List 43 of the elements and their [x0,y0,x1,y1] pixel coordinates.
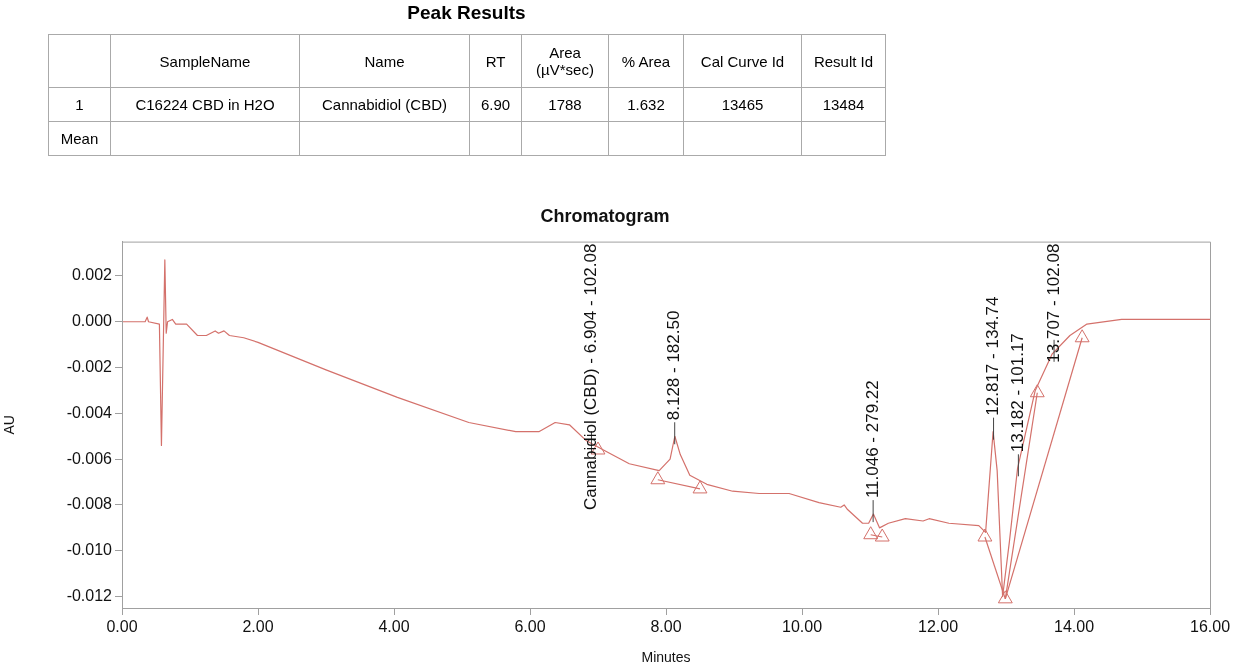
annotation: 8.128 - 182.50 [664,310,684,421]
category-label: Name [299,34,470,88]
x-tick-label: 6.00 [514,618,546,636]
y-tick-label: 0.002 [71,266,113,284]
x-tick-label: 4.00 [378,618,410,636]
x-tick-label: 10.00 [781,618,823,636]
category-label: Cal Curve Id [683,34,802,88]
annotation: 11.046 - 279.22 [862,380,882,499]
category-label: Mean [60,130,99,147]
annotation: 13.182 - 101.17 [1008,333,1028,453]
category-label: Result Id [801,34,886,88]
annotation: 13.707 - 102.08 [1043,243,1063,363]
x-tick-label: 2.00 [242,618,274,636]
y-tick-label: -0.006 [66,449,113,467]
y-tick-label: -0.012 [66,586,113,604]
x-tick-label: 12.00 [917,618,959,636]
x-tick-label: 16.00 [1189,618,1231,636]
category-label: % Area [608,34,684,88]
category-label: RT [469,34,522,88]
annotation: 12.817 - 134.74 [983,296,1003,416]
y-axis-title: AU [1,415,18,435]
text: 1788 [548,96,582,113]
y-tick-label: -0.010 [66,541,113,559]
annotation: Cannabidiol (CBD) - 6.904 - 102.08 [581,243,601,511]
category-label: SampleName [110,34,300,88]
text: C16224 CBD in H2O [135,96,275,113]
text: 6.90 [480,96,511,113]
y-tick-label: 0.000 [71,312,113,330]
y-tick-label: -0.002 [66,357,113,375]
text: Cannabidiol (CBD) [321,96,448,113]
y-tick-label: -0.004 [66,403,113,421]
x-tick-label: 14.00 [1053,618,1095,636]
text: Peak Results [406,1,527,25]
x-tick-label: 0.00 [106,618,138,636]
x-axis-title: Minutes [641,649,691,666]
x-tick-label: 8.00 [650,618,682,636]
text: 1.632 [627,96,665,113]
category-label: 1 [75,96,84,113]
text: 13465 [721,96,764,113]
y-tick-label: -0.008 [66,495,113,513]
text: 13484 [822,96,865,113]
category-label: Area (µV*sec) [521,34,609,88]
chart-title: Chromatogram [540,205,670,226]
